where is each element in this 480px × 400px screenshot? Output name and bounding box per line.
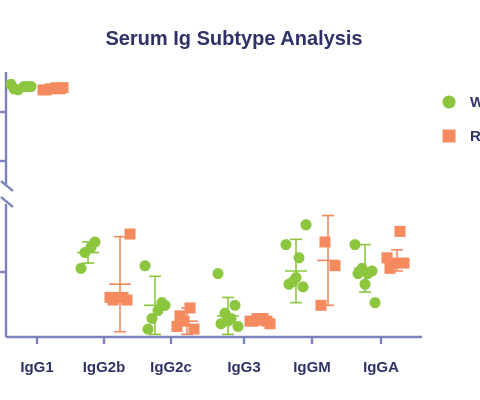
- data-point: [290, 272, 302, 284]
- data-point: [37, 84, 49, 96]
- x-tick-label: IgG3: [227, 359, 260, 376]
- data-point: [300, 219, 312, 231]
- data-point: [44, 83, 56, 95]
- x-ticks: [35, 337, 383, 344]
- data-point: [222, 315, 234, 327]
- data-point: [381, 252, 393, 264]
- data-point: [394, 225, 406, 237]
- data-point: [146, 313, 158, 325]
- data-point: [142, 323, 154, 335]
- data-point: [104, 291, 116, 303]
- chart-title: Serum Ig Subtype Analysis: [105, 28, 362, 50]
- axes: [0, 72, 422, 339]
- data-point: [159, 299, 171, 311]
- plot-area: [5, 78, 410, 336]
- data-point: [329, 260, 341, 272]
- series-W: [5, 78, 381, 336]
- data-point: [251, 313, 263, 325]
- legend: WR: [442, 94, 480, 145]
- data-point: [315, 299, 327, 311]
- data-point: [188, 323, 200, 335]
- data-point: [244, 315, 256, 327]
- data-point: [85, 241, 97, 253]
- x-tick-labels: IgG1 IgG2b IgG2c IgG3 IgGM IgGA: [20, 359, 399, 376]
- data-point: [293, 252, 305, 264]
- data-point: [75, 262, 87, 274]
- series-R: [37, 82, 410, 336]
- data-point: [5, 78, 17, 90]
- data-point: [178, 315, 190, 327]
- legend-label-W: W: [470, 94, 480, 111]
- data-point: [229, 299, 241, 311]
- data-point: [212, 268, 224, 280]
- x-tick-label: IgGM: [293, 359, 331, 376]
- data-point: [319, 236, 331, 248]
- data-point: [264, 318, 276, 330]
- legend-marker-W: [442, 95, 456, 109]
- x-tick-label: IgGA: [363, 359, 399, 376]
- x-tick-label: IgG1: [20, 359, 53, 376]
- data-point: [57, 82, 69, 94]
- data-point: [117, 291, 129, 303]
- data-point: [232, 320, 244, 332]
- data-point: [398, 257, 410, 269]
- data-point: [280, 239, 292, 251]
- data-point: [50, 82, 62, 94]
- data-point: [349, 239, 361, 251]
- legend-label-R: R: [470, 128, 480, 145]
- x-tick-label: IgG2b: [83, 359, 126, 376]
- x-tick-label: IgG2c: [150, 359, 192, 376]
- data-point: [139, 260, 151, 272]
- data-point: [359, 278, 371, 290]
- data-point: [111, 291, 123, 303]
- data-point: [171, 320, 183, 332]
- data-point: [362, 268, 374, 280]
- legend-marker-R: [442, 129, 456, 143]
- data-point: [388, 257, 400, 269]
- data-point: [25, 81, 37, 93]
- y-axis-break-lower: [0, 196, 14, 208]
- data-point: [184, 302, 196, 314]
- data-point: [124, 228, 136, 240]
- data-point: [257, 313, 269, 325]
- data-point: [297, 281, 309, 293]
- data-point: [369, 297, 381, 309]
- y-axis-break-upper: [0, 180, 14, 192]
